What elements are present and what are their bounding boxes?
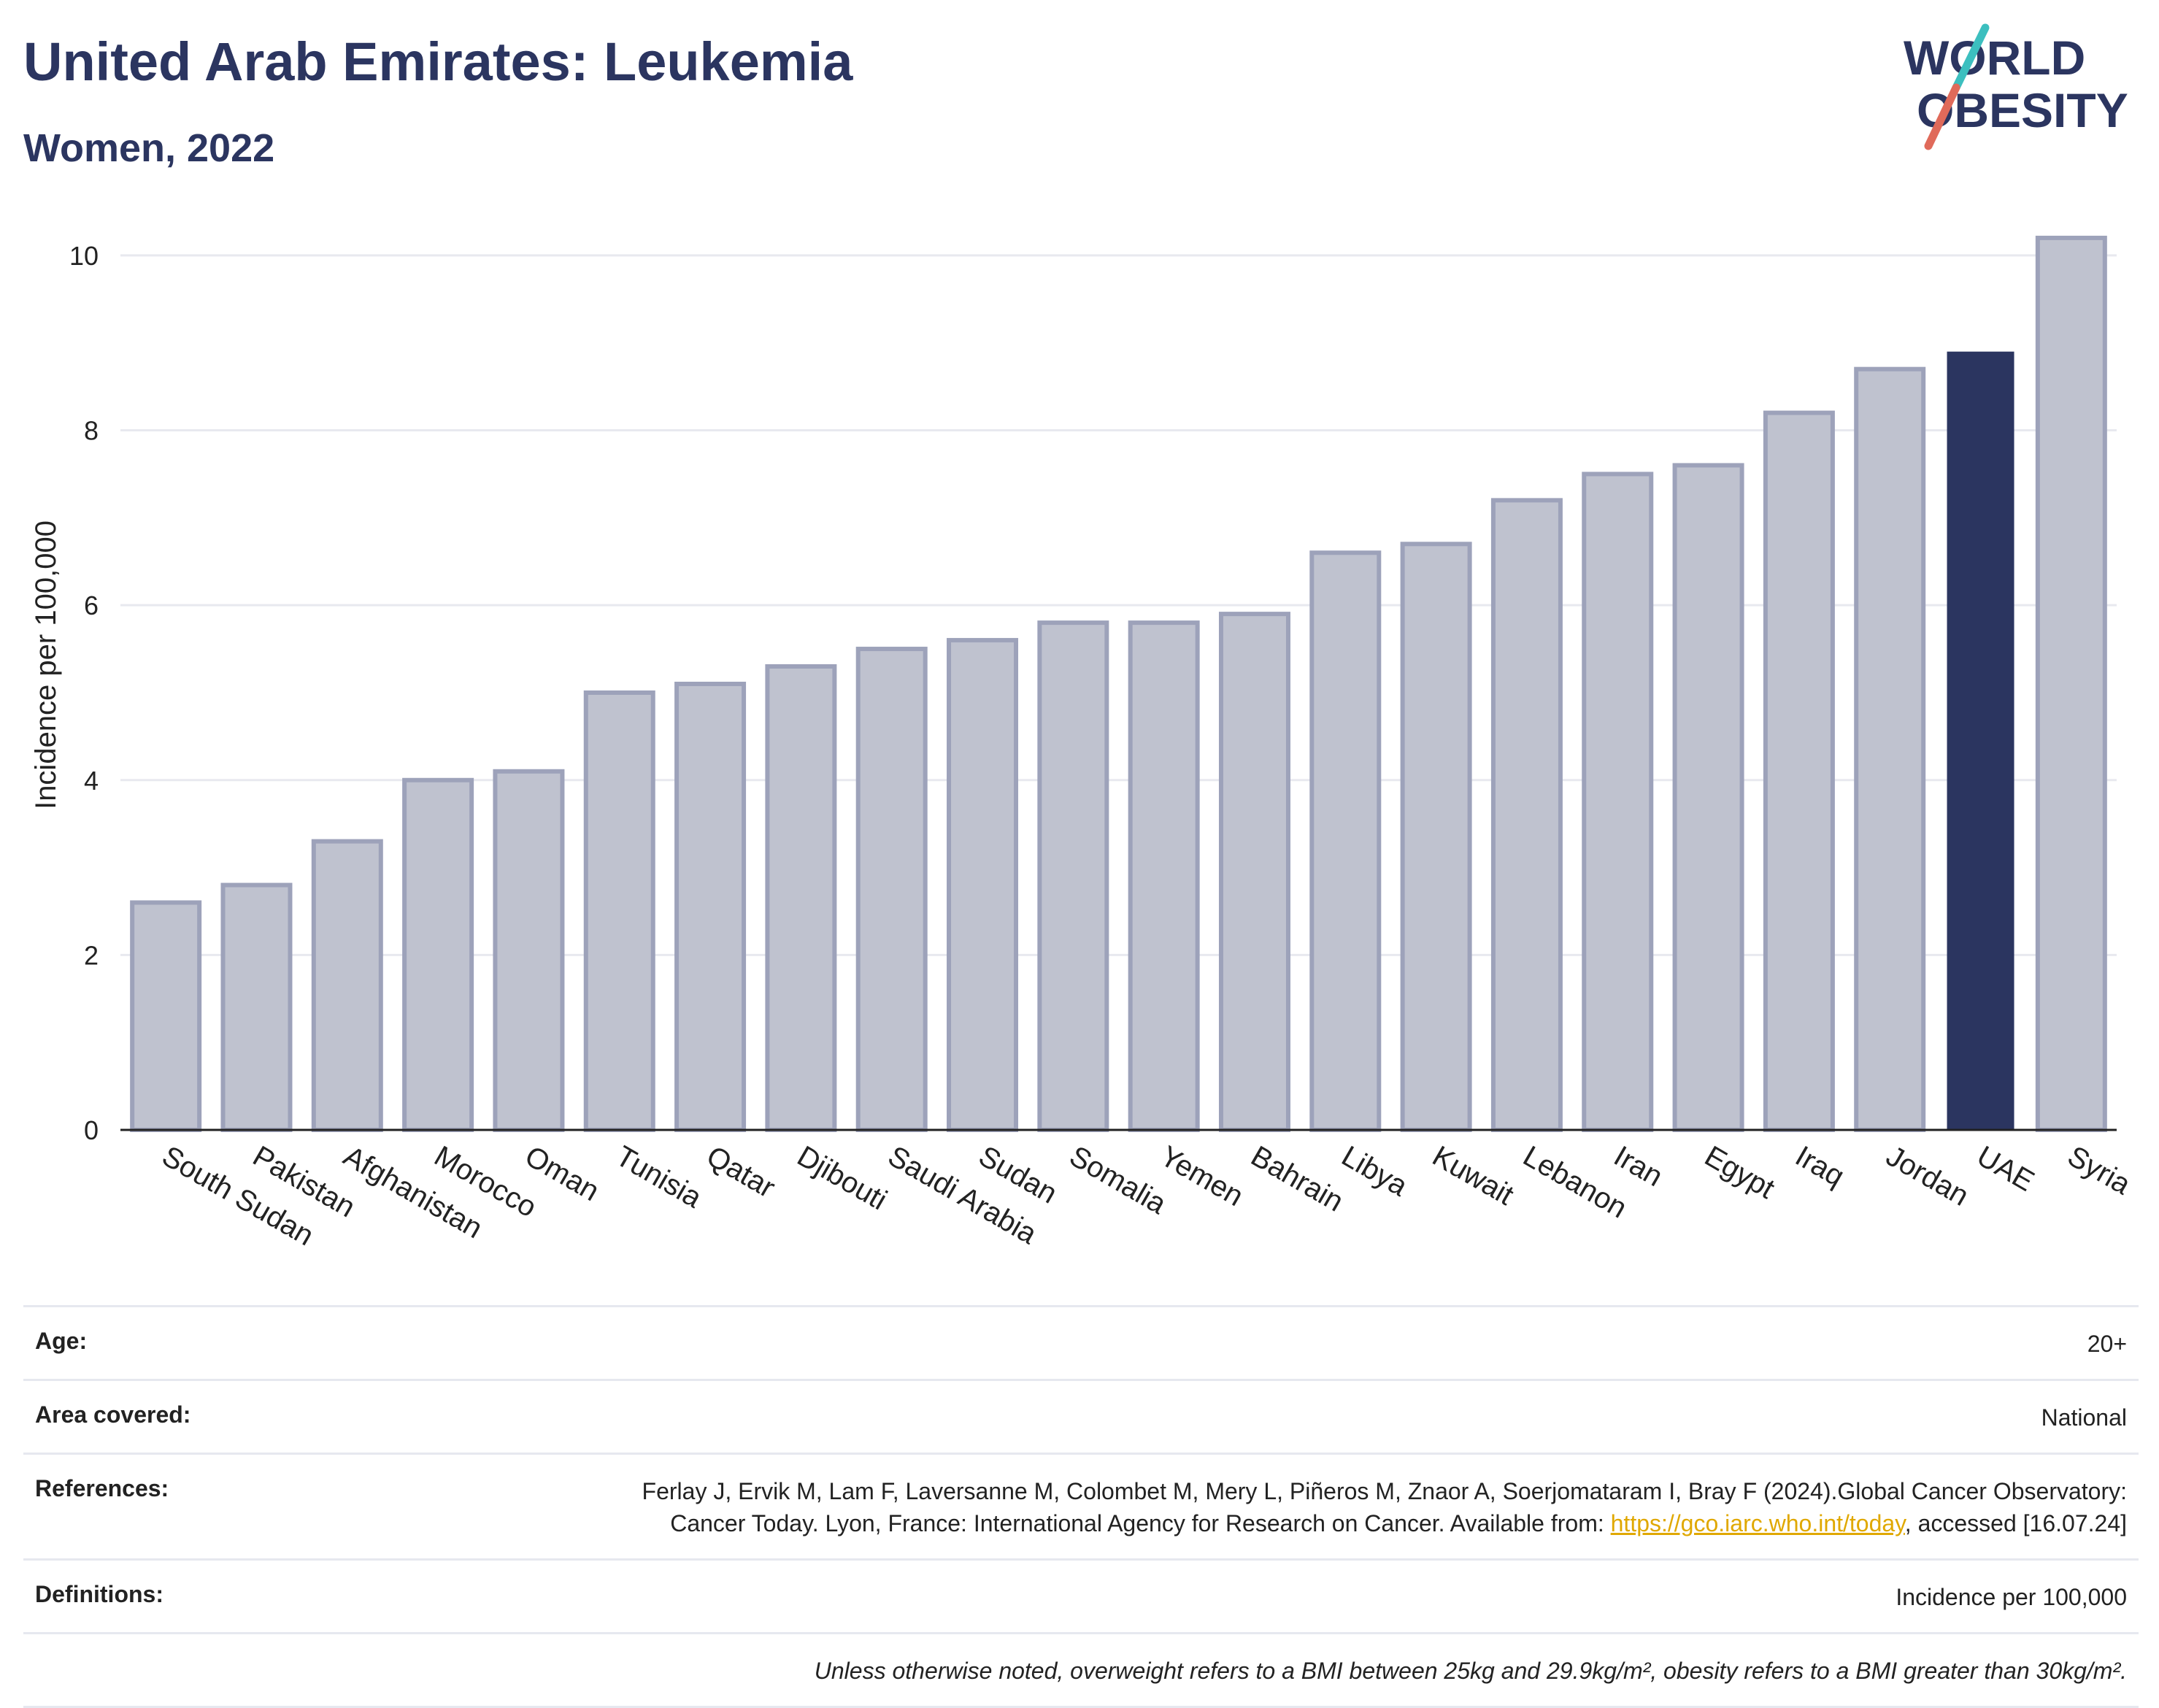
- y-tick-label: 10: [69, 241, 99, 271]
- age-label: Age:: [35, 1328, 88, 1354]
- definitions-value: Incidence per 100,000: [1896, 1584, 2127, 1610]
- chart-title: United Arab Emirates: Leukemia: [23, 31, 853, 92]
- bar-morocco: [402, 777, 474, 1133]
- x-tick-label: Egypt: [1699, 1140, 1780, 1205]
- references-accessed: , accessed [16.07.24]: [1904, 1510, 2127, 1536]
- x-tick-label: Somalia: [1064, 1140, 1172, 1221]
- y-tick-label: 0: [84, 1115, 99, 1145]
- bar-sudan: [947, 638, 1019, 1132]
- references-text: Ferlay J, Ervik M, Lam F, Laversanne M, …: [642, 1478, 2127, 1536]
- meta-row-definitions: Definitions: Incidence per 100,000: [23, 1558, 2139, 1632]
- x-tick-label: Yemen: [1155, 1140, 1249, 1213]
- metadata-table: Age: 20+ Area covered: National Referenc…: [23, 1305, 2139, 1708]
- x-tick-label: Qatar: [701, 1140, 781, 1204]
- y-axis-title: Incidence per 100,000: [30, 520, 62, 809]
- bar-south-sudan: [130, 900, 202, 1132]
- references-label: References:: [35, 1475, 169, 1501]
- bar-syria: [2035, 235, 2107, 1132]
- bar-chart: 0 2 4 6 8 10 South SudanPakistanAfghanistanMo…: [30, 235, 2136, 1253]
- bar-pakistan: [220, 882, 293, 1132]
- meta-row-references: References: Ferlay J, Ervik M, Lam F, La…: [23, 1453, 2139, 1558]
- y-axis-ticks: 0 2 4 6 8 10: [69, 241, 99, 1145]
- logo-line-1: WORLD: [1904, 31, 2085, 85]
- bar-bahrain: [1218, 612, 1290, 1132]
- bar-jordan: [1854, 366, 1926, 1133]
- bar-uae: [1947, 351, 2014, 1130]
- x-tick-label: Iraq: [1790, 1140, 1850, 1193]
- meta-row-note: Unless otherwise noted, overweight refer…: [23, 1632, 2139, 1708]
- logo-slash-top: [1952, 23, 1990, 92]
- logo-slash-bottom: [1924, 83, 1960, 150]
- y-tick-label: 6: [84, 591, 99, 620]
- bar-kuwait: [1400, 542, 1472, 1132]
- x-tick-label: Kuwait: [1427, 1140, 1519, 1212]
- x-tick-label: Syria: [2062, 1140, 2136, 1201]
- bar-yemen: [1128, 620, 1200, 1132]
- definitions-label: Definitions:: [35, 1581, 163, 1607]
- meta-row-area: Area covered: National: [23, 1379, 2139, 1453]
- bar-tunisia: [583, 690, 655, 1132]
- chart-subtitle: Women, 2022: [23, 126, 275, 170]
- bar-iraq: [1763, 410, 1835, 1132]
- x-tick-label: UAE: [1971, 1140, 2039, 1198]
- x-tick-label: Bahrain: [1245, 1140, 1348, 1218]
- bar-lebanon: [1490, 498, 1563, 1132]
- x-axis-labels: South SudanPakistanAfghanistanMoroccoOma…: [157, 1140, 2136, 1253]
- references-value: Ferlay J, Ervik M, Lam F, Laversanne M, …: [623, 1475, 2127, 1539]
- bar-saudi-arabia: [855, 647, 928, 1132]
- bar-djibouti: [765, 664, 837, 1132]
- x-tick-label: Libya: [1336, 1140, 1413, 1203]
- meta-row-age: Age: 20+: [23, 1305, 2139, 1379]
- x-tick-label: Djibouti: [792, 1140, 893, 1217]
- bar-qatar: [674, 681, 747, 1132]
- y-tick-label: 8: [84, 416, 99, 446]
- references-link[interactable]: https://gco.iarc.who.int/today: [1610, 1510, 1905, 1536]
- bar-egypt: [1672, 463, 1744, 1132]
- y-tick-label: 2: [84, 940, 99, 970]
- x-tick-label: Iran: [1609, 1140, 1669, 1193]
- area-value: National: [2041, 1404, 2127, 1431]
- y-tick-label: 4: [84, 766, 99, 796]
- x-tick-label: Jordan: [1881, 1140, 1974, 1212]
- bars: [130, 235, 2107, 1133]
- x-tick-label: Tunisia: [610, 1140, 707, 1215]
- bar-libya: [1309, 550, 1382, 1132]
- world-obesity-logo: WORLD OBESITY: [1904, 23, 2128, 150]
- bar-iran: [1582, 472, 1654, 1132]
- area-label: Area covered:: [35, 1401, 191, 1428]
- bar-somalia: [1037, 620, 1109, 1132]
- bar-oman: [493, 769, 565, 1133]
- bar-afghanistan: [311, 839, 383, 1132]
- x-tick-label: South Sudan: [157, 1140, 319, 1253]
- bmi-note: Unless otherwise noted, overweight refer…: [814, 1658, 2127, 1684]
- age-value: 20+: [2087, 1331, 2127, 1357]
- x-tick-label: Lebanon: [1517, 1140, 1632, 1225]
